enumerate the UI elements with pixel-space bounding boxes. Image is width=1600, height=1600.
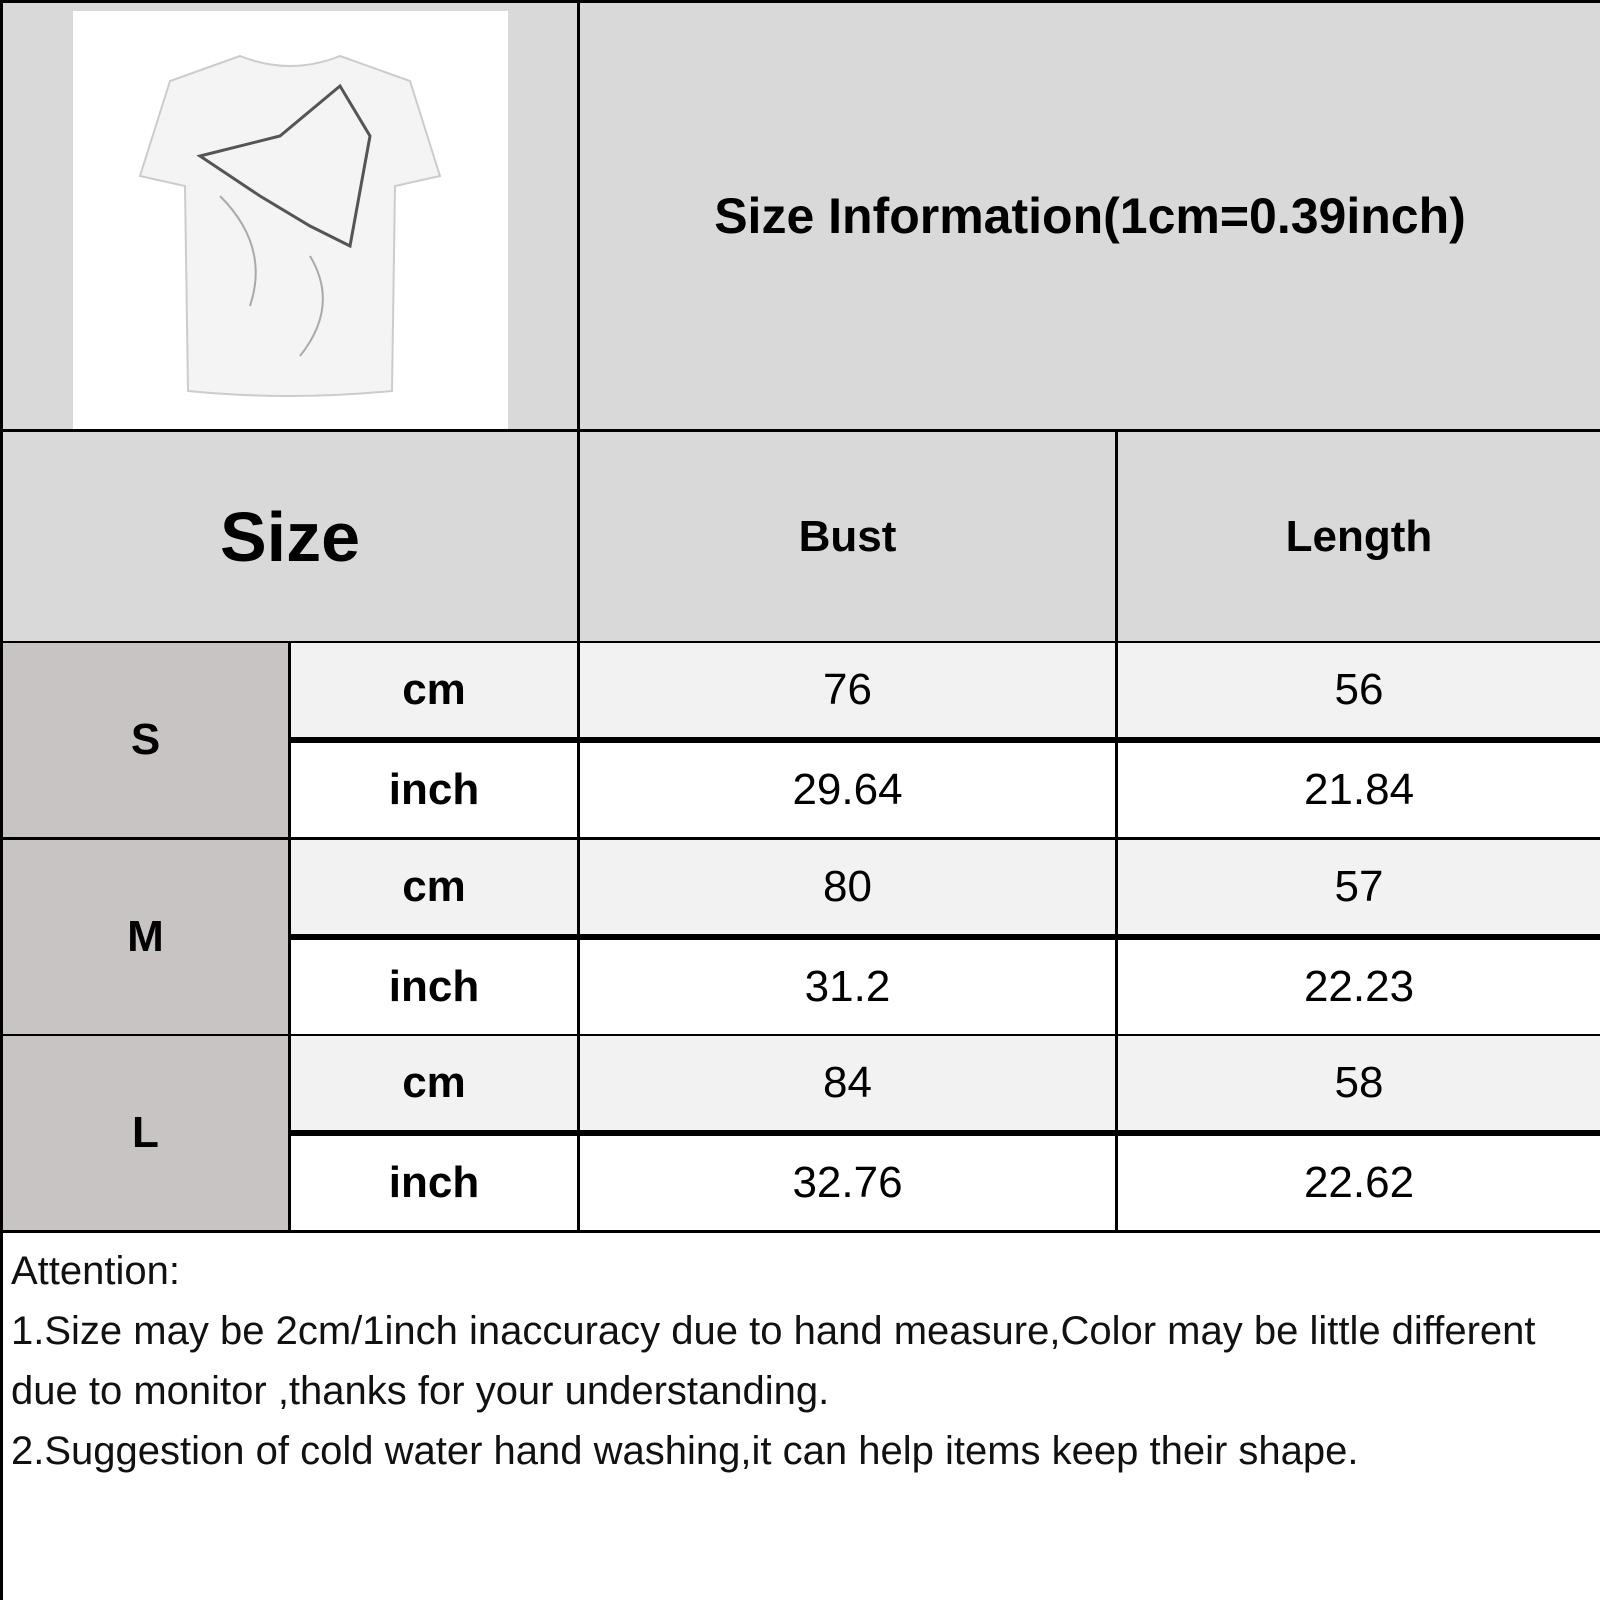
length-value: 56 xyxy=(1118,643,1600,737)
size-label: L xyxy=(3,1036,288,1230)
unit-cell: cm xyxy=(291,840,577,934)
header-length: Length xyxy=(1118,432,1600,641)
unit-cell: cm xyxy=(291,643,577,737)
bust-value: 80 xyxy=(580,840,1115,934)
header-size: Size xyxy=(3,432,577,641)
length-value: 22.23 xyxy=(1118,940,1600,1034)
unit-cell: inch xyxy=(291,1136,577,1230)
notes-heading: Attention: xyxy=(11,1249,181,1293)
notes-line-2: 2.Suggestion of cold water hand washing,… xyxy=(11,1429,1359,1473)
notes-line-1: 1.Size may be 2cm/1inch inaccuracy due t… xyxy=(11,1309,1536,1413)
unit-cell: cm xyxy=(291,1036,577,1130)
bust-value: 31.2 xyxy=(580,940,1115,1034)
bust-value: 29.64 xyxy=(580,743,1115,837)
length-value: 21.84 xyxy=(1118,743,1600,837)
tshirt-image xyxy=(138,54,442,397)
attention-notes: Attention: 1.Size may be 2cm/1inch inacc… xyxy=(3,1233,1600,1600)
unit-cell: inch xyxy=(291,940,577,1034)
header-bust: Bust xyxy=(580,432,1115,641)
unit-cell: inch xyxy=(291,743,577,837)
size-label: S xyxy=(3,643,288,837)
size-label: M xyxy=(3,840,288,1034)
bust-value: 76 xyxy=(580,643,1115,737)
size-info-title: Size Information(1cm=0.39inch) xyxy=(580,3,1600,429)
product-image-cell xyxy=(3,3,577,429)
length-value: 57 xyxy=(1118,840,1600,934)
bust-value: 32.76 xyxy=(580,1136,1115,1230)
length-value: 58 xyxy=(1118,1036,1600,1130)
bust-value: 84 xyxy=(580,1036,1115,1130)
length-value: 22.62 xyxy=(1118,1136,1600,1230)
